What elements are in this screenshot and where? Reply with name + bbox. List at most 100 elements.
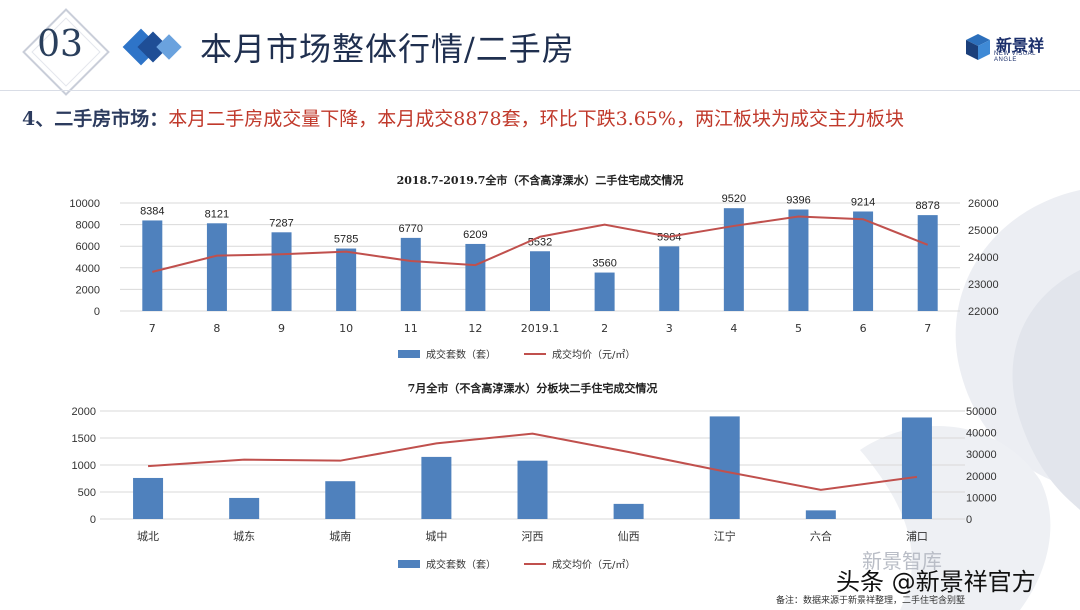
legend-bar-label: 成交套数（套） [426,558,496,571]
price-line [147,432,918,491]
logo-subtext: NEW VISUAL ANGLE [994,51,1036,63]
bar [400,237,421,311]
x-tick-label: 江宁 [714,529,736,543]
y-right-tick-label: 30000 [966,449,997,461]
bar [659,246,680,311]
bar [142,220,163,311]
bar [229,497,260,519]
bar [723,208,744,311]
y-right-tick-label: 20000 [966,471,997,483]
x-tick-label: 3 [666,322,673,335]
footer-note: 备注：数据来源于新景祥整理，二手住宅含别墅 [776,596,966,606]
x-tick-label: 2 [601,322,608,335]
y-right-tick-label: 24000 [968,252,999,264]
x-tick-label: 7 [149,322,156,335]
x-tick-label: 2019.1 [521,322,560,335]
bar-data-label: 6209 [463,229,487,241]
x-tick-label: 城北 [137,530,159,543]
y-left-tick-label: 0 [90,514,96,526]
bar [133,477,164,519]
x-tick-label: 河西 [522,530,544,543]
section-number: 03 [37,24,83,65]
bar [594,272,615,311]
x-tick-label: 城中 [425,530,447,543]
y-left-tick-label: 1500 [72,433,96,445]
company-logo: 新景祥 NEW VISUAL ANGLE [964,30,1060,64]
bar-data-label: 5785 [334,234,358,246]
y-left-tick-label: 8000 [76,220,100,232]
y-left-tick-label: 0 [94,306,100,318]
bar-data-label: 9520 [722,193,746,205]
bar [325,481,356,519]
bar [709,416,740,519]
x-tick-label: 仙西 [618,530,640,543]
headline-lead: 4、二手房市场： [22,108,169,130]
bar-data-label: 9214 [851,196,875,208]
bar-data-label: 6770 [399,223,423,235]
x-tick-label: 城南 [329,530,351,543]
headline-body: 本月二手房成交量下降，本月成交8878套，环比下跌3.65%，两江板块为成交主力… [168,108,904,130]
x-tick-label: 4 [730,322,737,335]
bar-data-label: 8121 [205,208,229,220]
logo-text: 新景祥 [996,38,1045,55]
bar [805,510,836,519]
x-tick-label: 六合 [810,529,832,543]
bar-data-label: 9396 [786,195,810,207]
header-divider [0,90,1080,91]
x-tick-label: 城东 [233,530,255,543]
bar-data-label: 8384 [140,205,164,217]
y-left-tick-label: 500 [78,487,96,499]
y-left-tick-label: 2000 [76,284,100,296]
x-tick-label: 7 [924,322,931,335]
bar [517,460,548,519]
x-tick-label: 浦口 [906,530,928,543]
bar-data-label: 3560 [592,258,616,270]
diamond-icon [122,28,182,66]
y-right-tick-label: 10000 [966,492,997,504]
bar-data-label: 7287 [269,217,293,229]
price-line [152,215,929,273]
legend-line-label: 成交均价（元/㎡） [552,558,635,571]
bar [530,251,550,311]
page-title: 本月市场整体行情/二手房 [200,30,575,68]
x-tick-label: 9 [278,322,285,335]
watermark-toutiao: 头条 @新景祥官方 [836,568,1036,596]
bar [788,209,809,311]
watermark-think-tank: 新景智库 [862,549,942,573]
y-right-tick-label: 40000 [966,428,997,440]
chart-title: 7月全市（不含高淳溧水）分板块二手住宅成交情况 [408,381,658,395]
legend-bar-swatch [398,560,420,568]
cube-icon [966,34,990,60]
x-tick-label: 5 [795,322,802,335]
y-left-tick-label: 10000 [69,198,100,210]
y-right-tick-label: 26000 [968,198,999,210]
y-left-tick-label: 2000 [72,406,96,418]
bar [853,211,874,311]
y-right-tick-label: 25000 [968,225,999,237]
x-tick-label: 12 [468,322,482,335]
chart-title: 2018.7-2019.7全市（不含高淳溧水）二手住宅成交情况 [397,173,684,187]
y-left-tick-label: 6000 [76,241,100,253]
bar [917,215,938,311]
bar-data-label: 8878 [915,200,939,212]
legend-bar-swatch [398,350,420,358]
y-left-tick-label: 1000 [72,460,96,472]
x-tick-label: 8 [213,322,220,335]
x-tick-label: 10 [339,322,353,335]
bar [901,417,932,519]
section-badge-frame [22,8,110,96]
bar [613,503,644,519]
y-right-tick-label: 22000 [968,306,999,318]
legend-line-label: 成交均价（元/㎡） [552,348,635,361]
headline: 4、二手房市场：本月二手房成交量下降，本月成交8878套，环比下跌3.65%，两… [22,104,904,131]
y-right-tick-label: 0 [966,514,972,526]
x-tick-label: 6 [860,322,867,335]
bar [206,223,227,311]
bar [421,456,452,519]
bar-data-label: 5532 [528,236,552,248]
y-left-tick-label: 4000 [76,263,100,275]
bar [336,248,357,311]
x-tick-label: 11 [404,322,418,335]
bar [465,243,486,311]
